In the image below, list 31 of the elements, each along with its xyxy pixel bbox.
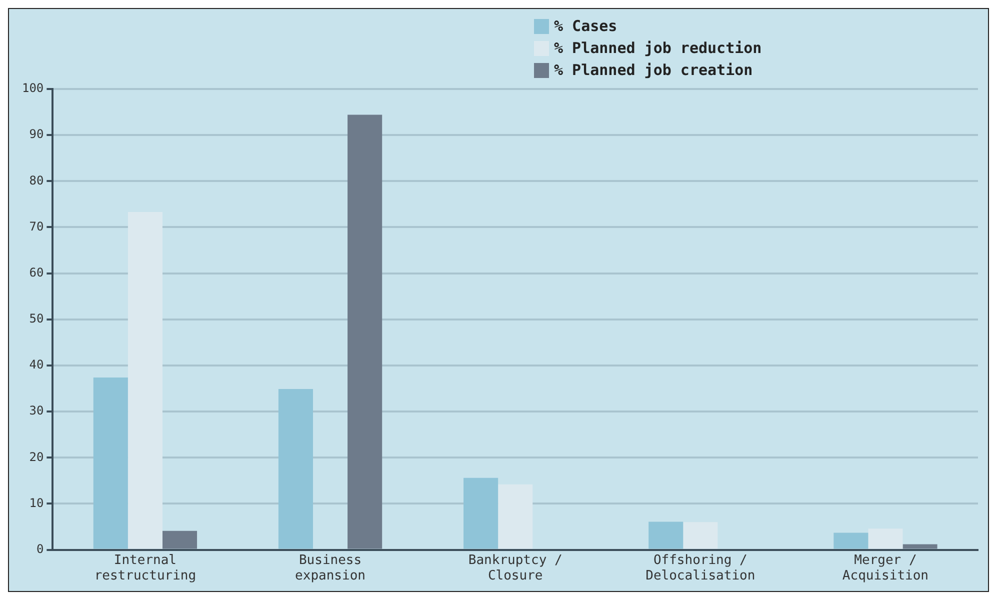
y-tick-label: 80 xyxy=(29,173,44,188)
bar xyxy=(162,530,198,549)
legend-label: % Planned job creation xyxy=(554,61,753,79)
y-tick-label: 30 xyxy=(29,404,44,418)
bar xyxy=(683,522,718,549)
x-tick-label: Merger / Acquisition xyxy=(842,552,929,584)
y-tick-label: 70 xyxy=(29,219,44,234)
y-tick-label: 10 xyxy=(29,496,44,510)
x-tick-label: Business expansion xyxy=(295,552,366,584)
x-tick-label: Offshoring / Delocalisation xyxy=(646,552,756,584)
y-tick-label: 0 xyxy=(36,542,44,556)
bar xyxy=(498,484,533,549)
y-tick-label: 60 xyxy=(29,265,44,280)
bar xyxy=(834,532,868,549)
y-tick-label: 50 xyxy=(29,312,44,326)
legend-label: % Planned job reduction xyxy=(554,39,762,57)
x-tick-label: Internal restructuring xyxy=(94,552,196,584)
x-tick-label: Bankruptcy / Closure xyxy=(468,552,562,584)
bar xyxy=(278,388,313,549)
bar xyxy=(348,114,382,549)
y-tick-label: 100 xyxy=(22,81,44,96)
bar xyxy=(902,544,938,549)
bar xyxy=(868,528,903,549)
y-tick-label: 90 xyxy=(29,127,44,142)
bar xyxy=(93,377,128,549)
y-tick-label: 20 xyxy=(29,450,44,464)
legend-label: % Cases xyxy=(554,17,618,35)
bar xyxy=(128,212,162,549)
bar xyxy=(464,478,498,549)
bar xyxy=(648,522,684,549)
y-tick-label: 40 xyxy=(29,358,44,372)
